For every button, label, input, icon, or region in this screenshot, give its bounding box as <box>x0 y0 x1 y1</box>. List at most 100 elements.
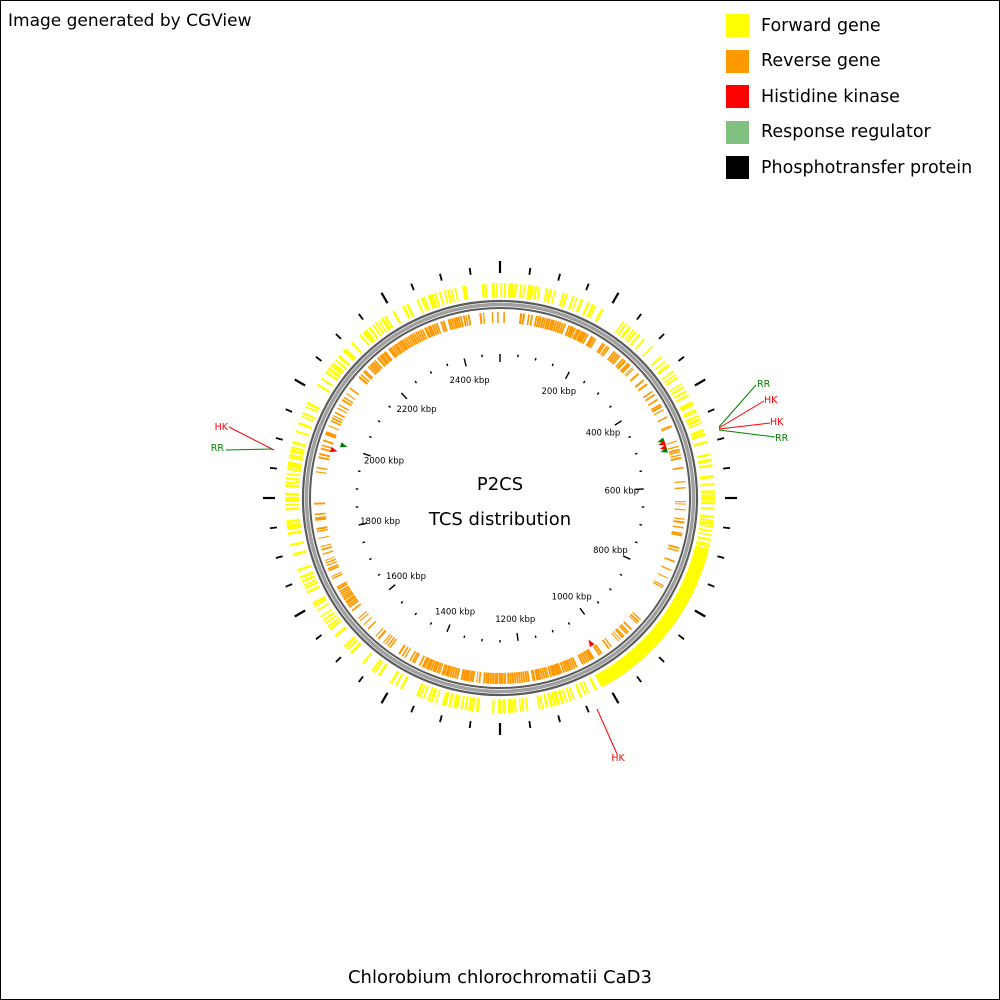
forward-gene-mark <box>597 672 607 686</box>
inner-tick-minor <box>619 573 623 577</box>
forward-gene-mark <box>665 376 679 386</box>
forward-gene-mark <box>582 680 590 695</box>
inner-tick-minor <box>551 629 554 633</box>
outer-tick <box>380 692 389 704</box>
reverse-gene-mark <box>580 332 587 344</box>
reverse-gene-mark <box>589 338 597 349</box>
forward-gene-mark <box>316 602 330 612</box>
forward-gene-mark <box>368 326 379 340</box>
reverse-gene-mark <box>600 345 608 356</box>
reverse-gene-mark <box>561 661 568 673</box>
forward-gene-mark <box>291 440 307 448</box>
reverse-gene-mark <box>601 346 610 357</box>
forward-gene-mark <box>624 654 635 668</box>
inner-tick-major <box>388 584 396 591</box>
reverse-gene-mark <box>399 340 407 351</box>
reverse-gene-mark <box>369 364 379 374</box>
reverse-gene-mark <box>482 312 486 324</box>
forward-gene-mark <box>581 301 590 316</box>
reverse-gene-mark <box>456 668 461 680</box>
reverse-gene-mark <box>601 639 610 650</box>
forward-gene-mark <box>481 283 485 298</box>
forward-gene-mark <box>684 575 699 584</box>
forward-gene-mark <box>362 652 373 665</box>
forward-gene-mark <box>636 644 648 657</box>
forward-gene-mark <box>287 529 303 536</box>
reverse-gene-mark <box>341 589 352 597</box>
inner-tick-minor <box>534 357 537 361</box>
reverse-gene-mark <box>388 348 397 359</box>
forward-gene-mark <box>524 697 529 712</box>
forward-gene-mark <box>694 545 709 552</box>
forward-gene-mark <box>327 617 340 628</box>
reverse-gene-mark <box>539 668 544 680</box>
outer-tick <box>611 692 620 704</box>
credit-text: Image generated by CGView <box>8 11 252 31</box>
inner-tick-minor <box>414 612 418 616</box>
reverse-gene-mark <box>379 355 388 365</box>
outer-tick <box>717 555 725 559</box>
inner-tick-minor <box>634 541 638 544</box>
forward-gene-mark <box>692 553 707 561</box>
forward-gene-mark <box>455 694 461 709</box>
reverse-gene-mark <box>582 651 590 662</box>
inner-tick-major <box>635 488 644 491</box>
forward-gene-mark <box>650 355 663 367</box>
forward-gene-mark <box>286 522 301 528</box>
forward-gene-mark <box>658 619 672 630</box>
forward-gene-mark <box>297 421 313 430</box>
forward-gene-mark <box>646 634 659 646</box>
reverse-gene-mark <box>597 343 606 354</box>
forward-gene-mark <box>507 283 512 298</box>
forward-gene-mark <box>448 693 454 708</box>
reverse-gene-mark <box>556 662 563 674</box>
reverse-gene-mark <box>405 337 413 348</box>
reverse-gene-mark <box>476 671 479 683</box>
forward-gene-mark <box>677 589 692 599</box>
reverse-gene-mark <box>465 315 469 327</box>
outer-tick <box>410 283 415 291</box>
forward-gene-mark <box>674 595 688 605</box>
outer-tick <box>468 720 472 729</box>
reverse-gene-mark <box>433 323 440 335</box>
reverse-gene-mark <box>637 383 648 392</box>
reverse-gene-mark <box>628 615 638 624</box>
reverse-gene-mark <box>660 565 672 572</box>
reverse-gene-mark <box>541 667 546 679</box>
forward-gene-mark <box>609 664 620 678</box>
reverse-gene-mark <box>315 471 327 474</box>
forward-gene-mark <box>359 334 370 347</box>
forward-gene-mark <box>652 627 665 639</box>
forward-gene-mark <box>680 585 694 594</box>
callout-line <box>228 426 275 451</box>
reverse-gene-mark <box>445 665 450 677</box>
reverse-gene-mark <box>625 368 635 377</box>
reverse-gene-mark <box>464 669 469 681</box>
forward-gene-mark <box>690 560 705 568</box>
forward-gene-mark <box>422 296 430 311</box>
reverse-gene-mark <box>631 611 642 621</box>
forward-gene-mark <box>679 586 693 596</box>
callout-hk: HK <box>596 708 625 764</box>
forward-gene-mark <box>698 464 713 469</box>
reverse-gene-mark <box>621 364 631 374</box>
reverse-gene-mark <box>642 390 653 399</box>
tick-label-400-kbp: 400 kbp <box>586 429 621 439</box>
inner-tick-minor <box>534 635 537 639</box>
outer-tick-ring <box>263 261 737 735</box>
legend-label: Response regulator <box>761 122 931 143</box>
reverse-gene-mark <box>542 317 547 329</box>
reverse-gene-mark <box>555 663 561 675</box>
forward-gene-mark <box>343 636 356 648</box>
reverse-gene-swatch <box>726 49 749 73</box>
reverse-gene-mark <box>548 319 554 331</box>
reverse-gene-mark <box>438 663 444 675</box>
reverse-gene-mark <box>534 669 539 681</box>
forward-gene-mark <box>364 329 376 342</box>
reverse-gene-mark <box>343 592 354 601</box>
forward-gene-mark <box>647 632 660 645</box>
reverse-gene-mark <box>357 610 368 619</box>
forward-gene-mark <box>614 661 625 675</box>
tick-label-2200-kbp: 2200 kbp <box>396 405 436 415</box>
inner-tick-major <box>516 632 519 641</box>
